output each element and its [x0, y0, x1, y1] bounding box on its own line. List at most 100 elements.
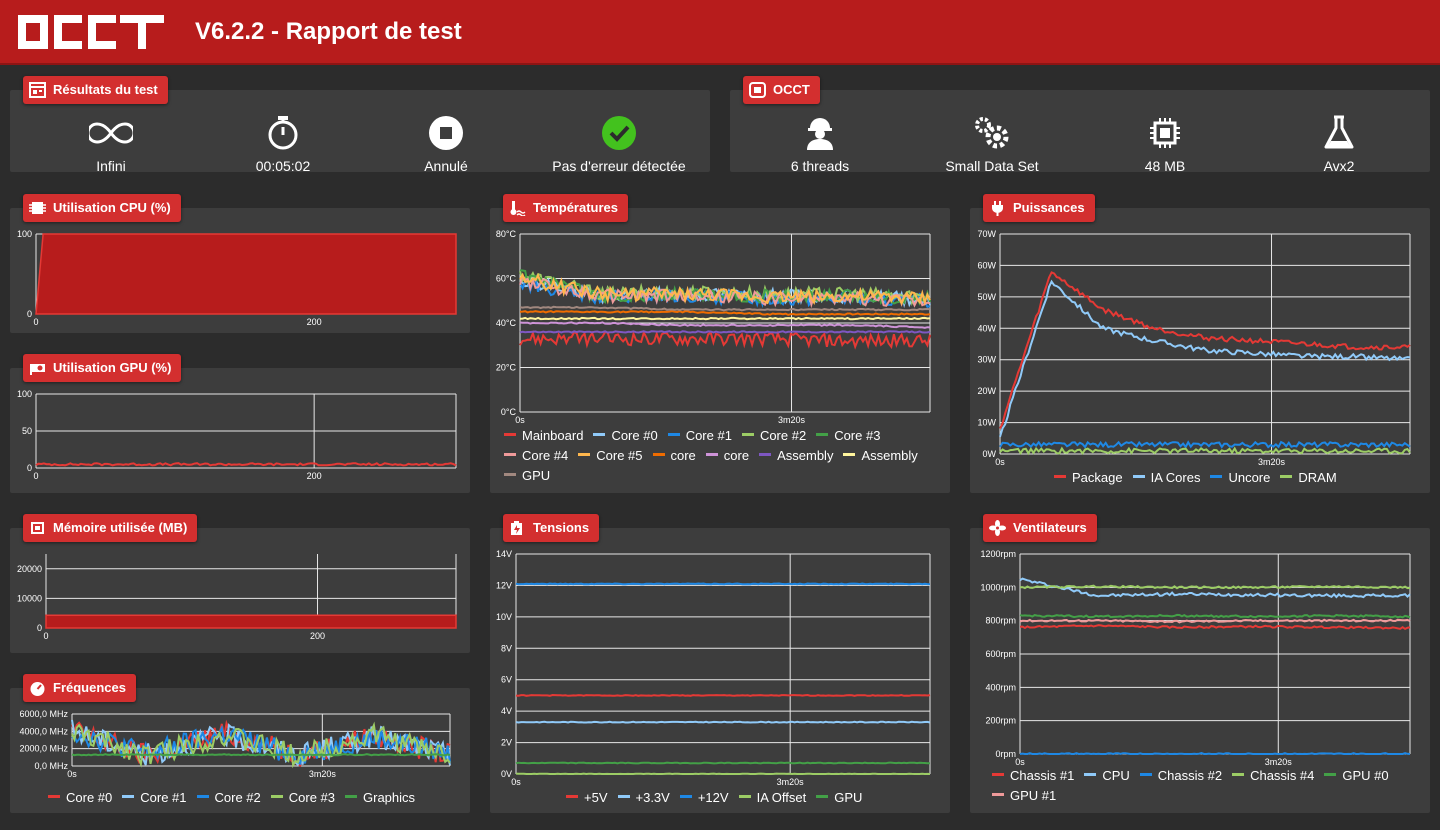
- freq-legend-item[interactable]: Core #0: [48, 788, 112, 808]
- legend-label: IA Cores: [1150, 470, 1201, 485]
- fans-legend-item[interactable]: GPU #1: [992, 786, 1056, 806]
- fans-legend-item[interactable]: Chassis #2: [1139, 766, 1223, 786]
- legend-swatch: [759, 453, 772, 457]
- power-y-tick: 70W: [977, 229, 996, 239]
- power-y-tick: 10W: [977, 418, 996, 428]
- temp-legend-item[interactable]: Core #1: [667, 426, 732, 446]
- legend-label: Chassis #1: [1010, 768, 1075, 783]
- cpu-x-tick: 0: [33, 317, 38, 327]
- temp-legend-item[interactable]: Core #0: [593, 426, 658, 446]
- freq-y-tick: 0,0 MHz: [34, 761, 68, 771]
- errors-label: Pas d'erreur détectée: [552, 158, 686, 174]
- power-series-1: [999, 279, 1411, 438]
- fans-x-tick: 3m20s: [1265, 757, 1293, 767]
- occt-logo: [18, 15, 164, 49]
- power-series-3: [999, 446, 1411, 456]
- results-panel: Infini 00:05:02 Annulé Pas d'erreur déte…: [10, 90, 710, 174]
- volt-legend-item[interactable]: +12V: [679, 788, 729, 808]
- temp-legend-item[interactable]: Mainboard: [504, 426, 583, 446]
- power-panel: 0W 10W 20W 30W 40W 50W 60W 70W 0s 3m20s Package IA …: [970, 208, 1430, 493]
- temp-y-tick: 80°C: [496, 229, 517, 239]
- freq-legend-item[interactable]: Core #3: [270, 788, 335, 808]
- gpu-y-tick: 0: [27, 463, 32, 473]
- legend-label: GPU: [834, 790, 863, 805]
- volt-y-tick: 10V: [496, 612, 512, 622]
- legend-swatch: [843, 453, 856, 457]
- duration-item: Infini: [26, 114, 196, 174]
- temp-y-tick: 0°C: [501, 407, 517, 417]
- temp-legend-item[interactable]: core: [705, 446, 749, 466]
- temp-legend-item[interactable]: GPU: [504, 466, 550, 486]
- fans-y-tick: 1000rpm: [980, 582, 1016, 592]
- temp-legend-item[interactable]: Core #4: [504, 446, 568, 466]
- temp-legend-item[interactable]: Assembly: [759, 446, 833, 466]
- power-legend-item[interactable]: DRAM: [1280, 468, 1337, 488]
- memory-usage-panel: 0 10000 20000 0 200: [10, 528, 470, 653]
- volt-legend-item[interactable]: +5V: [566, 788, 608, 808]
- volt-series-4: [515, 761, 931, 765]
- legend-swatch: [652, 453, 665, 457]
- cpu-chart: 0 100 0 200: [17, 229, 457, 327]
- gpu-y-tick: 100: [17, 389, 32, 399]
- legend-label: Core #0: [611, 428, 658, 443]
- power-y-tick: 0W: [983, 449, 997, 459]
- plug-icon: [992, 201, 1003, 216]
- temp-series-10: [519, 316, 931, 321]
- gears-icon: [975, 117, 1009, 149]
- legend-swatch: [504, 453, 516, 457]
- cpu-y-tick: 0: [27, 309, 32, 319]
- temp-legend-item[interactable]: core: [652, 446, 696, 466]
- fans-chart: 0rpm 200rpm 400rpm 600rpm 800rpm 1000rpm 1200r…: [980, 549, 1411, 767]
- legend-swatch: [1210, 475, 1223, 479]
- temp-x-tick: 3m20s: [778, 415, 806, 425]
- stop-icon: [429, 116, 463, 150]
- gpu-usage-title: Utilisation GPU (%): [53, 360, 172, 375]
- worker-icon: [807, 118, 833, 150]
- legend-swatch: [617, 795, 630, 799]
- fans-y-tick: 600rpm: [985, 649, 1016, 659]
- freq-x-tick: 3m20s: [309, 769, 337, 779]
- fans-legend-item[interactable]: Chassis #4: [1232, 766, 1314, 786]
- legend-label: Core #2: [214, 790, 261, 805]
- volt-legend-item[interactable]: IA Offset: [738, 788, 806, 808]
- temp-legend-item[interactable]: Core #5: [578, 446, 643, 466]
- volt-y-tick: 6V: [501, 675, 512, 685]
- power-legend-item[interactable]: IA Cores: [1132, 468, 1201, 488]
- thermometer-icon: [510, 201, 526, 216]
- mem-y-tick: 0: [37, 623, 42, 633]
- freq-y-tick: 4000,0 MHz: [19, 726, 68, 736]
- threads-label: 6 threads: [790, 158, 850, 174]
- results-title: Résultats du test: [53, 82, 158, 97]
- power-tag: Puissances: [983, 194, 1095, 222]
- fans-legend-item[interactable]: CPU: [1084, 766, 1130, 786]
- legend-swatch: [816, 433, 829, 437]
- fans-legend-item[interactable]: Chassis #1: [992, 766, 1074, 786]
- power-y-tick: 40W: [977, 323, 996, 333]
- temp-chart: 0°C 20°C 40°C 60°C 80°C 0s 3m20s: [496, 229, 931, 425]
- legend-swatch: [504, 473, 516, 477]
- temp-legend-item[interactable]: Core #2: [741, 426, 806, 446]
- power-legend-item[interactable]: Package: [1054, 468, 1123, 488]
- volt-series-1: [515, 720, 931, 724]
- voltages-panel: 0V 2V 4V 6V 8V 10V 12V 14V 0s 3m20s +5V +3.3V +12V IA…: [490, 528, 950, 813]
- temp-legend: Mainboard Core #0 Core #1 Core #2 Core #3 Cor…: [504, 426, 940, 486]
- mem-series-area: [45, 614, 457, 629]
- legend-label: Chassis #2: [1157, 768, 1223, 783]
- volt-legend-item[interactable]: GPU: [816, 788, 862, 808]
- power-chart: 0W 10W 20W 30W 40W 50W 60W 70W 0s 3m20s: [977, 229, 1411, 467]
- volt-legend-item[interactable]: +3.3V: [617, 788, 670, 808]
- freq-legend-item[interactable]: Core #2: [196, 788, 261, 808]
- memory-usage-tag: Mémoire utilisée (MB): [23, 514, 198, 542]
- power-legend-item[interactable]: Uncore: [1210, 468, 1270, 488]
- legend-label: Core #1: [140, 790, 187, 805]
- temp-legend-item[interactable]: Assembly: [843, 446, 918, 466]
- freq-legend-item[interactable]: Core #1: [122, 788, 187, 808]
- fans-legend-item[interactable]: GPU #0: [1324, 766, 1389, 786]
- temperatures-title: Températures: [533, 200, 619, 215]
- fans-series-2: [1019, 752, 1411, 756]
- temp-legend-item[interactable]: Core #3: [816, 426, 880, 446]
- occt-tag: OCCT: [743, 76, 820, 104]
- temp-x-tick: 0s: [515, 415, 525, 425]
- freq-legend-item[interactable]: Graphics: [345, 788, 415, 808]
- instruction-label: Avx2: [1323, 158, 1355, 174]
